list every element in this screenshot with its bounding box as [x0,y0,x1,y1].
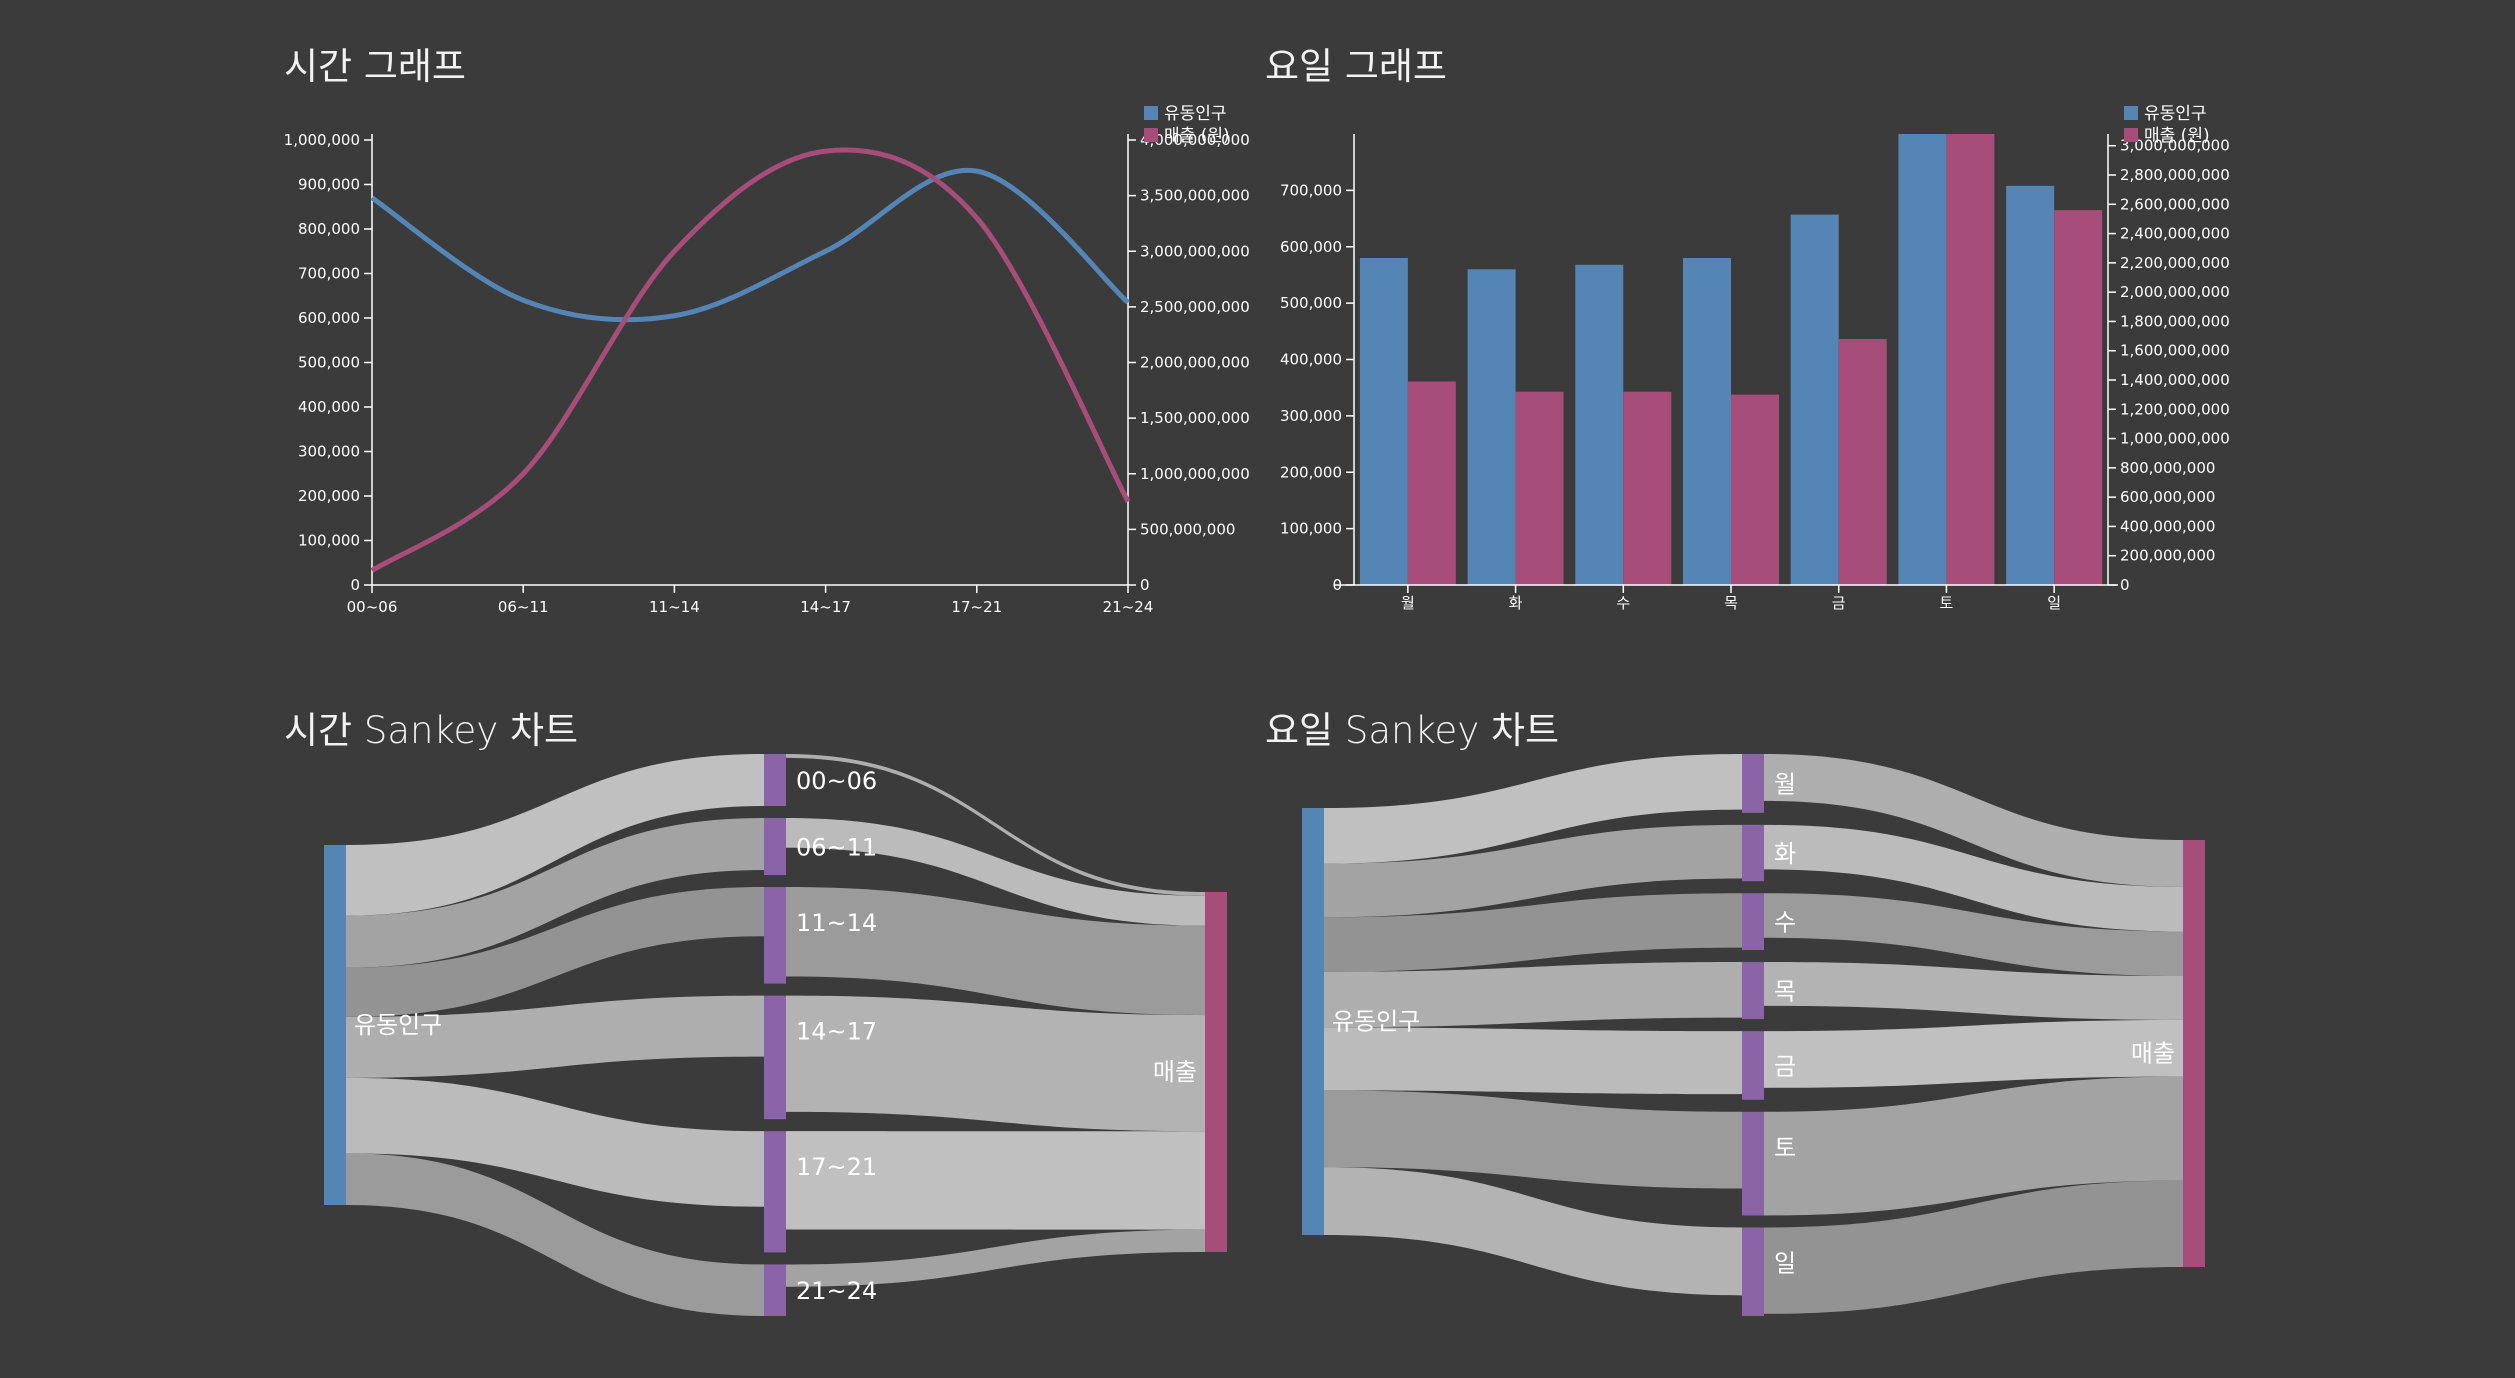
sankey-link-out [1764,893,2183,977]
sankey-link-out [786,817,1205,926]
sankey-middle-node[interactable] [1742,824,1764,882]
sankey-link-out [786,995,1205,1132]
sankey-node-label: 일 [1774,1249,1796,1277]
day-graph-title: 요일 그래프 [1265,45,1447,88]
sankey-node-label: 00~06 [796,767,877,795]
sankey-node-label: 수 [1774,909,1796,937]
sankey-link-in [346,1153,764,1316]
sankey-link-out [1764,754,2183,887]
sankey-node-label: 21~24 [796,1277,877,1305]
sankey-node-label: 11~14 [796,909,877,937]
sankey-link-in [1324,754,1742,864]
sankey-link-in [1324,1090,1742,1189]
sankey-link-in [346,754,764,916]
time-graph-title: 시간 그래프 [284,45,466,88]
sankey-link-in [1324,1167,1742,1296]
sankey-link-out [786,1131,1205,1230]
sankey-middle-node[interactable] [764,887,786,984]
sankey-middle-node[interactable] [1742,1111,1764,1216]
sankey-middle-node[interactable] [1742,1031,1764,1100]
sankey-node-label: 목 [1774,978,1796,1006]
sankey-link-in [1324,893,1742,972]
sankey-link-in [346,995,764,1078]
sankey-link-out [786,754,1205,896]
sankey-link-out [786,887,1205,1016]
sankey-link-out [1764,1180,2183,1314]
sankey-target-label: 매출 [1153,1058,1197,1086]
sankey-source-node[interactable] [1302,808,1324,1235]
sankey-link-in [346,887,764,1017]
sankey-middle-node[interactable] [764,995,786,1120]
sankey-node-label: 금 [1774,1052,1796,1080]
sankey-middle-node[interactable] [764,1131,786,1253]
sankey-target-label: 매출 [2131,1040,2175,1068]
sankey-source-label: 유동인구 [354,1011,442,1039]
sankey-link-in [346,1077,764,1207]
sankey-node-label: 06~11 [796,834,877,862]
sankey-middle-node[interactable] [1742,893,1764,951]
sankey-node-label: 화 [1774,840,1796,868]
sankey-node-label: 17~21 [796,1153,877,1181]
sankey-link-out [1764,1076,2183,1216]
sankey-middle-node[interactable] [764,754,786,806]
sankey-source-node[interactable] [324,845,346,1205]
sankey-link-out [1764,962,2183,1020]
sankey-target-node[interactable] [1205,892,1227,1252]
sankey-link-in [346,817,764,968]
sankey-link-out [1764,1019,2183,1088]
sankey-node-label: 14~17 [796,1018,877,1046]
sankey-node-label: 월 [1774,770,1796,798]
sankey-link-out [786,1229,1205,1287]
sankey-link-in [1324,1027,1742,1095]
sankey-link-in [1324,824,1742,918]
sankey-middle-node[interactable] [1742,754,1764,813]
sankey-middle-node[interactable] [1742,962,1764,1020]
sankey-middle-node[interactable] [764,1264,786,1316]
sankey-source-label: 유동인구 [1332,1008,1420,1036]
sankey-link-in [1324,962,1742,1028]
sankey-link-out [1764,824,2183,932]
sankey-node-label: 토 [1774,1134,1796,1162]
sankey-middle-node[interactable] [1742,1227,1764,1316]
sankey-target-node[interactable] [2183,840,2205,1267]
day-sankey-title: 요일 Sankey 차트 [1265,709,1560,752]
sankey-middle-node[interactable] [764,817,786,876]
time-sankey-title: 시간 Sankey 차트 [284,709,579,752]
